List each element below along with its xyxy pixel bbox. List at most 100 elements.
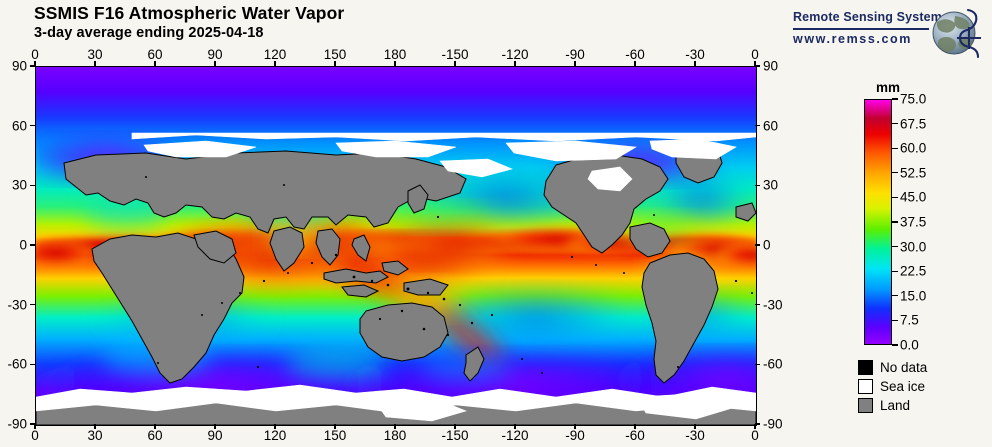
y-axis-tick-left-0: 0	[19, 237, 27, 253]
x-axis-tick-top-90: 90	[207, 47, 223, 62]
x-axis-tickmark	[274, 424, 276, 429]
x-axis-tickmark	[754, 424, 756, 429]
page-title: SSMIS F16 Atmospheric Water Vapor	[34, 3, 345, 23]
x-axis-tick-top--150: -150	[441, 47, 469, 62]
colorbar-tickmark	[892, 196, 898, 199]
x-axis-tick-bot-120: 120	[263, 428, 287, 443]
colorbar-tick-37.5: 37.5	[900, 214, 927, 230]
y-axis-tick-right--60: -60	[763, 356, 783, 372]
x-axis-tickmark	[94, 424, 96, 429]
y-axis-tickmark	[30, 244, 35, 246]
colorbar-tickmark	[892, 245, 898, 248]
map-legend: No data Sea ice Land	[858, 358, 927, 415]
x-axis-tickmark	[214, 424, 216, 429]
colorbar-tickmark	[892, 172, 898, 174]
y-axis-tickmark	[30, 65, 35, 67]
y-axis-tickmark	[30, 363, 35, 366]
x-axis-tickmark	[214, 61, 216, 66]
colorbar-tick-52.5: 52.5	[900, 165, 927, 181]
x-axis-tickmark	[574, 61, 576, 66]
x-axis-tickmark	[334, 61, 336, 66]
y-axis-tick-left-30: 30	[11, 177, 27, 193]
y-axis-tick-right--90: -90	[763, 416, 783, 432]
colorbar-gradient	[864, 99, 892, 345]
x-axis-tickmark	[394, 61, 396, 66]
colorbar-tickmark	[892, 270, 898, 272]
colorbar-tickmark	[892, 98, 898, 100]
y-axis-tickmark	[755, 303, 760, 306]
x-axis-tick-bot--120: -120	[501, 428, 529, 443]
x-axis-tick-top--60: -60	[625, 47, 645, 62]
globe-icon	[932, 8, 981, 59]
y-axis-tickmark	[755, 363, 760, 366]
x-axis-tickmark	[394, 424, 396, 429]
x-axis-tick-bot-60: 60	[147, 428, 163, 443]
x-axis-tickmark	[634, 61, 636, 66]
x-axis-tickmark	[454, 61, 456, 66]
x-axis-tick-top-60: 60	[147, 47, 163, 62]
x-axis-tickmark	[34, 424, 36, 429]
x-axis-tick-bot-150: 150	[323, 428, 347, 443]
no-data-specks	[145, 176, 753, 374]
legend-swatch	[858, 398, 873, 413]
legend-label: Land	[880, 398, 911, 413]
colorbar-tick-0.0: 0.0	[900, 337, 919, 353]
y-axis-tickmark	[755, 244, 760, 246]
x-axis-tick-top-30: 30	[87, 47, 103, 62]
x-axis-tick-top-0: 0	[31, 47, 39, 62]
y-axis-tickmark	[755, 423, 760, 425]
colorbar-tickmark	[892, 319, 898, 322]
page-subtitle: 3-day average ending 2025-04-18	[34, 25, 264, 41]
x-axis-tickmark	[274, 61, 276, 66]
rss-logo: Remote Sensing Systems www.remss.com	[793, 8, 983, 62]
x-axis-tick-top-150: 150	[323, 47, 347, 62]
legend-item-land: Land	[858, 396, 927, 415]
y-axis-tickmark	[30, 423, 35, 425]
y-axis-tick-left--30: -30	[7, 297, 27, 313]
y-axis-tickmark	[30, 184, 35, 187]
y-axis-tick-right-60: 60	[763, 118, 779, 134]
colorbar-tick-30.0: 30.0	[900, 239, 927, 255]
logo-divider	[793, 28, 929, 30]
y-axis-tick-right-0: 0	[763, 237, 771, 253]
x-axis-tickmark	[574, 424, 576, 429]
water-vapor-map[interactable]	[35, 66, 757, 426]
x-axis-tickmark	[454, 424, 456, 429]
x-axis-tickmark	[154, 61, 156, 66]
y-axis-tickmark	[30, 124, 35, 127]
x-axis-tick-bot--90: -90	[565, 428, 585, 443]
legend-label: Sea ice	[880, 379, 926, 394]
colorbar-tick-75.0: 75.0	[900, 91, 927, 107]
x-axis-tick-top--30: -30	[685, 47, 705, 62]
colorbar-units-label: mm	[876, 80, 901, 95]
y-axis-tick-right-90: 90	[763, 58, 779, 74]
legend-swatch	[858, 360, 873, 375]
logo-website-url: www.remss.com	[793, 32, 912, 46]
colorbar-tick-45.0: 45.0	[900, 189, 927, 205]
legend-item-no-data: No data	[858, 358, 927, 377]
x-axis-tickmark	[334, 424, 336, 429]
x-axis-tick-bot-0: 0	[751, 428, 759, 443]
colorbar-tickmark	[892, 147, 898, 149]
x-axis-tickmark	[514, 424, 516, 429]
x-axis-tickmark	[34, 61, 36, 66]
y-axis-tick-left--90: -90	[7, 416, 27, 432]
y-axis-tick-left--60: -60	[7, 356, 27, 372]
x-axis-tick-top-180: 180	[383, 47, 407, 62]
logo-organization-name: Remote Sensing Systems	[793, 10, 950, 24]
colorbar-tickmark	[892, 122, 898, 125]
x-axis-tickmark	[694, 424, 696, 429]
y-axis-tickmark	[755, 65, 760, 67]
x-axis-tick-bot-180: 180	[383, 428, 407, 443]
x-axis-tick-bot-90: 90	[207, 428, 223, 443]
colorbar-tick-67.5: 67.5	[900, 116, 927, 132]
y-axis-tick-right--30: -30	[763, 297, 783, 313]
x-axis-tick-top-0: 0	[751, 47, 759, 62]
x-axis-tick-top-120: 120	[263, 47, 287, 62]
legend-label: No data	[880, 360, 928, 375]
y-axis-tick-left-90: 90	[11, 58, 27, 74]
y-axis-tick-left-60: 60	[11, 118, 27, 134]
x-axis-tick-bot--60: -60	[625, 428, 645, 443]
x-axis-tick-bot--30: -30	[685, 428, 705, 443]
